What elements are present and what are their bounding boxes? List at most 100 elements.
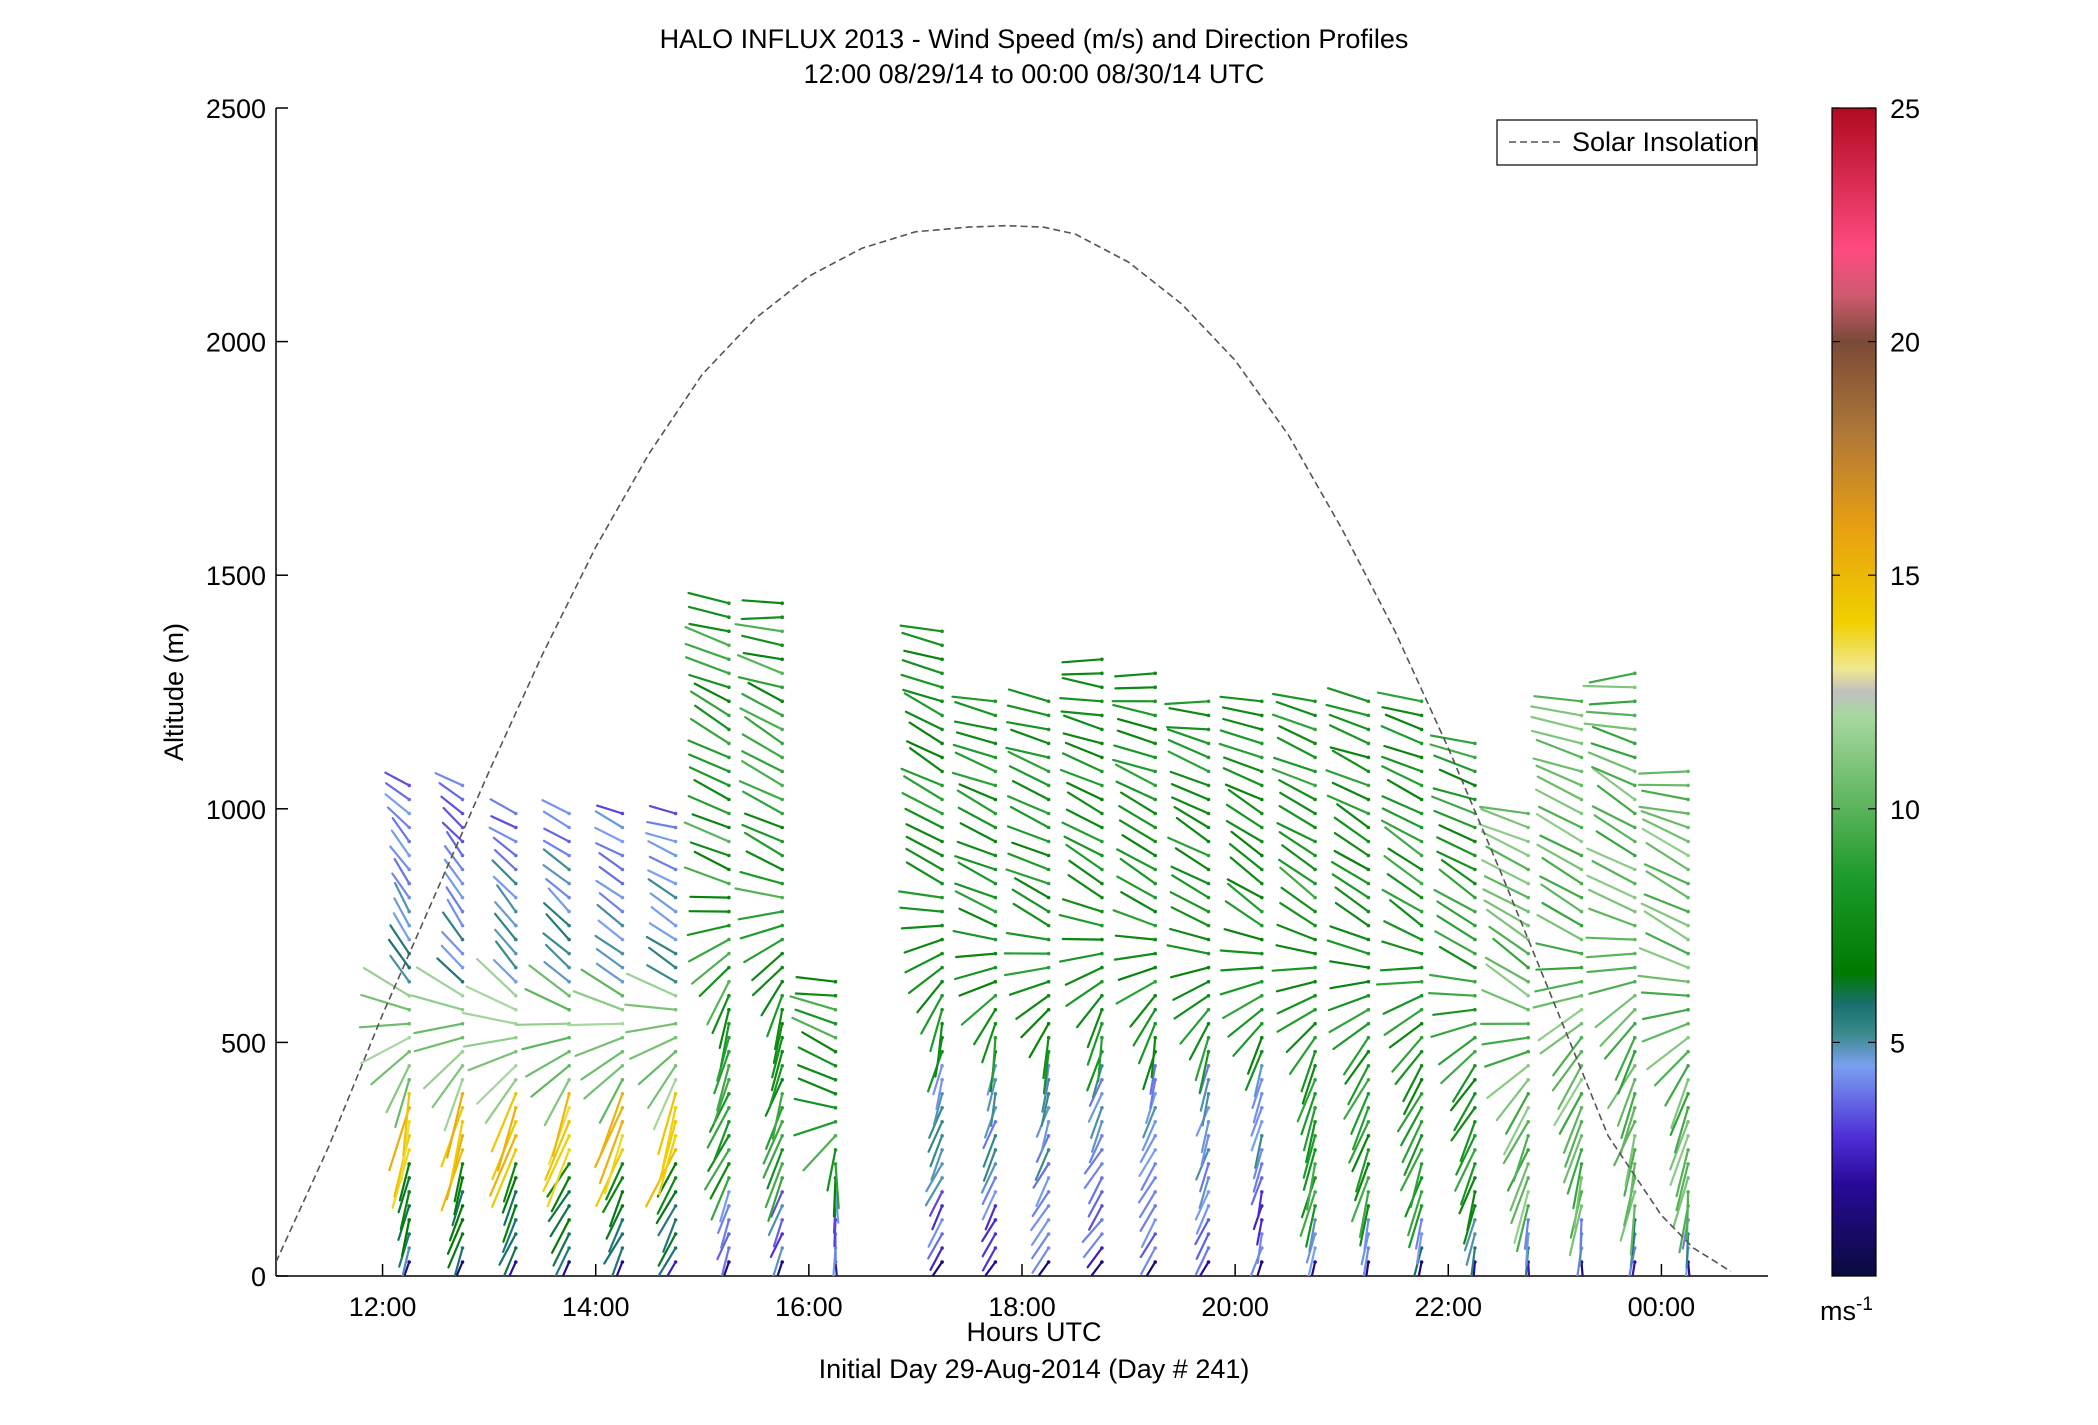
wind-barb xyxy=(771,1036,784,1079)
legend: Solar Insolation xyxy=(1496,119,1758,166)
wind-barb-dot xyxy=(1313,1035,1317,1040)
wind-barb-dot xyxy=(833,1134,838,1138)
wind-barb-dot xyxy=(1100,1232,1104,1236)
wind-barb xyxy=(1641,789,1690,801)
wind-barb-dot xyxy=(1473,769,1477,774)
wind-barb xyxy=(625,1022,677,1034)
wind-barb-dot xyxy=(727,769,731,774)
wind-barb-dot xyxy=(1473,1204,1477,1208)
wind-barb-dot xyxy=(1366,993,1371,998)
wind-barb-dot xyxy=(1473,1162,1477,1166)
wind-barb-dot xyxy=(1313,1134,1317,1138)
wind-barb xyxy=(794,992,837,997)
wind-barb-dot xyxy=(940,755,944,760)
wind-barb-dot xyxy=(1366,1092,1371,1096)
wind-barb xyxy=(1617,1050,1636,1095)
wind-barb xyxy=(461,1011,517,1025)
wind-barb xyxy=(1222,767,1263,787)
wind-barb-dot xyxy=(514,1035,518,1040)
wind-barb xyxy=(897,890,944,899)
wind-barb-dot xyxy=(1473,937,1477,942)
wind-barb-dot xyxy=(673,1064,678,1068)
wind-barb xyxy=(903,692,944,717)
wind-barb-dot xyxy=(673,1148,678,1152)
wind-barb-dot xyxy=(1686,965,1690,970)
wind-barb xyxy=(954,882,997,899)
wind-barb xyxy=(1645,870,1690,899)
wind-barb xyxy=(1063,835,1104,857)
wind-barb-dot xyxy=(1419,839,1424,844)
wind-barb xyxy=(688,673,731,689)
wind-barb xyxy=(489,1134,517,1197)
wind-barb-dot xyxy=(1419,825,1424,830)
wind-barb xyxy=(703,1148,731,1191)
wind-barb-dot xyxy=(780,881,784,886)
wind-barb xyxy=(1252,1092,1263,1124)
wind-barb xyxy=(1065,843,1104,871)
wind-barb xyxy=(1591,725,1636,745)
wind-barb xyxy=(390,829,411,857)
wind-barb-dot xyxy=(1260,1260,1264,1264)
wind-barb xyxy=(1140,1162,1157,1191)
wind-barb xyxy=(1030,1204,1050,1232)
wind-barb xyxy=(545,913,571,941)
wind-barb-dot xyxy=(514,1106,518,1110)
wind-barb-dot xyxy=(1419,741,1424,746)
wind-barb xyxy=(973,1008,997,1046)
wind-barb-dot xyxy=(1366,923,1371,928)
wind-barb xyxy=(743,831,784,857)
wind-barb-dot xyxy=(1260,811,1264,816)
wind-barb-dot xyxy=(1633,951,1637,956)
wind-barb xyxy=(1015,994,1050,1020)
wind-barb-dot xyxy=(1100,1162,1104,1166)
wind-barb-dot xyxy=(1153,797,1157,802)
wind-barb xyxy=(521,1036,571,1051)
wind-barb-dot xyxy=(1366,1035,1371,1040)
wind-barb xyxy=(1062,732,1104,745)
wind-barb xyxy=(1486,1064,1530,1100)
wind-barb xyxy=(1343,1078,1370,1120)
wind-barb-dot xyxy=(780,909,784,914)
wind-barb xyxy=(772,1246,784,1276)
wind-barb-dot xyxy=(1206,853,1211,858)
wind-barb xyxy=(1061,676,1104,689)
wind-barb xyxy=(716,1064,731,1112)
wind-barb xyxy=(720,1218,731,1249)
wind-barb xyxy=(1586,966,1636,974)
wind-barb xyxy=(770,1050,784,1092)
wind-barb xyxy=(953,720,997,731)
wind-barb xyxy=(1438,945,1477,969)
wind-barb xyxy=(543,827,571,843)
wind-barb xyxy=(1225,803,1263,829)
wind-barb-dot xyxy=(727,1049,731,1054)
x-axis-sublabel: Initial Day 29-Aug-2014 (Day # 241) xyxy=(819,1354,1250,1384)
wind-barb-dot xyxy=(1046,923,1051,928)
wind-barb xyxy=(1275,700,1317,717)
wind-barb-dot xyxy=(673,1007,678,1012)
wind-barb-dot xyxy=(1579,783,1584,788)
wind-barb xyxy=(1381,765,1423,787)
wind-barb xyxy=(1603,1022,1636,1060)
wind-barb xyxy=(1171,796,1210,815)
wind-barbs xyxy=(358,591,1691,1276)
wind-barb xyxy=(1402,1064,1423,1103)
wind-barb xyxy=(1003,966,1050,977)
wind-barb-dot xyxy=(1473,797,1477,802)
wind-barb xyxy=(443,845,464,871)
wind-barb-dot xyxy=(1153,1092,1157,1096)
wind-barb xyxy=(1510,1176,1530,1225)
wind-barb xyxy=(1097,1036,1104,1083)
wind-barb-dot xyxy=(1153,1162,1157,1166)
wind-barb-dot xyxy=(514,1078,518,1082)
wind-barb-dot xyxy=(833,993,838,998)
wind-barb-dot xyxy=(1419,1246,1424,1250)
wind-barb xyxy=(1040,1092,1050,1127)
wind-barb-dot xyxy=(1579,979,1584,984)
wind-barb-dot xyxy=(407,979,412,984)
wind-barb-dot xyxy=(1260,1190,1264,1194)
wind-barb xyxy=(1331,749,1370,773)
wind-barb-dot xyxy=(1046,825,1051,830)
wind-barb xyxy=(392,912,411,941)
wind-barb-dot xyxy=(1313,1092,1317,1096)
